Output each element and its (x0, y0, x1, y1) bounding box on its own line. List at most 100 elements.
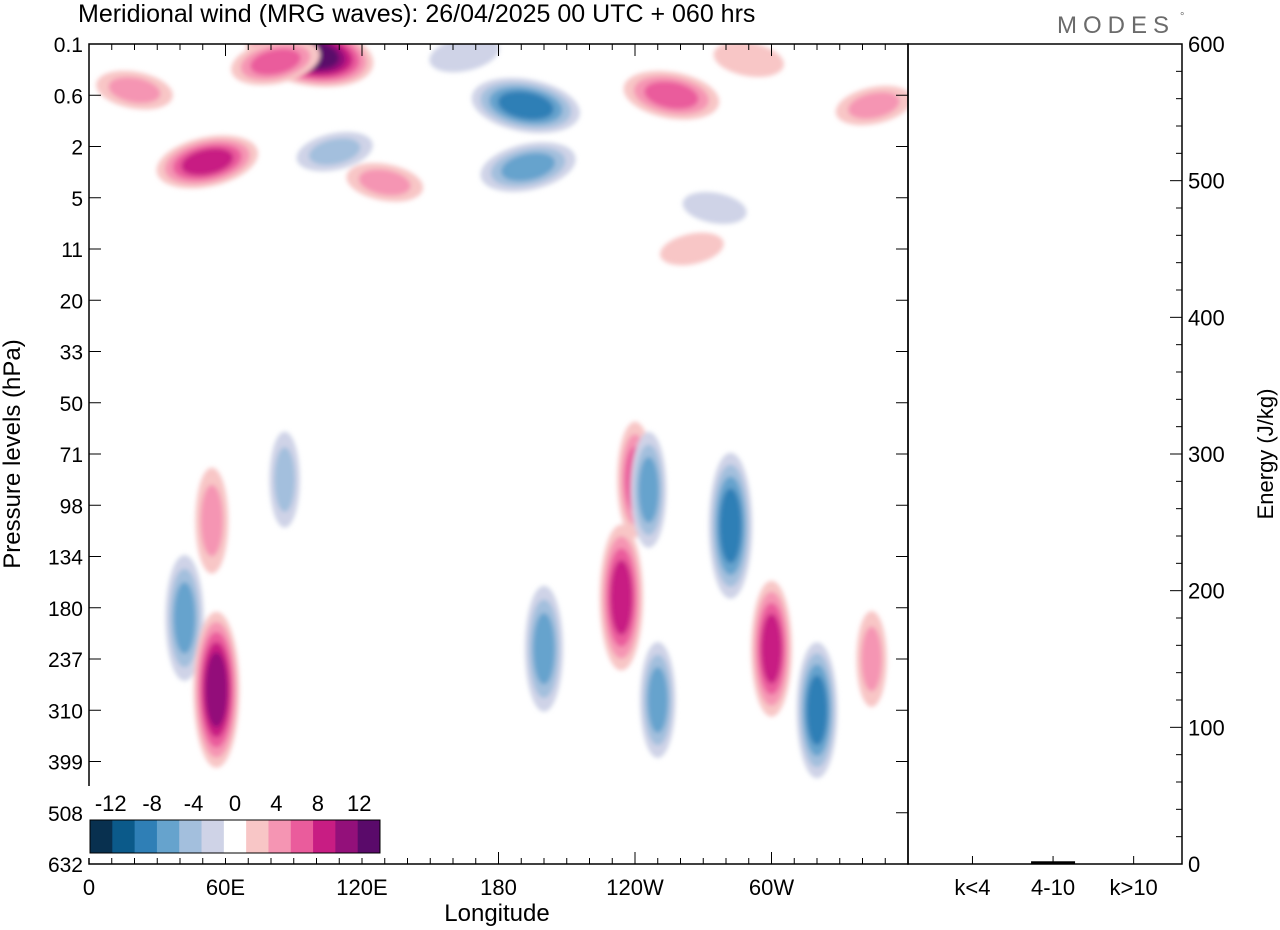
contour-level (848, 92, 900, 119)
contour-level (274, 447, 295, 513)
energy-category-label: k<4 (954, 875, 990, 900)
energy-category-label: 4-10 (1031, 875, 1075, 900)
contour-cell (471, 77, 580, 134)
contour-level (660, 232, 724, 266)
contour-cell (660, 232, 724, 266)
y-tick-label: 98 (60, 495, 83, 518)
contour-level (638, 457, 659, 523)
y-tick-label: 508 (48, 803, 83, 826)
colorbar-swatch (357, 820, 381, 853)
chart-title: Meridional wind (MRG waves): 26/04/2025 … (78, 0, 755, 28)
contour-cell (296, 131, 373, 172)
contour-cell (231, 44, 320, 86)
contour-level (682, 192, 747, 224)
energy-tick-label: 200 (1188, 579, 1225, 604)
y-tick-label: 33 (60, 342, 83, 365)
contour-level (761, 613, 782, 684)
x-axis: 0 60E 120E 180 120W 60W (83, 44, 909, 900)
x-tick-label: 180 (480, 875, 517, 900)
colorbar-frame (89, 819, 381, 854)
contour-level (250, 48, 301, 76)
contour-level (806, 675, 828, 746)
contour-level (647, 667, 668, 733)
contour-level (610, 560, 633, 635)
heatmap-field (96, 44, 908, 779)
contour-cell (856, 611, 887, 707)
energy-tick-label: 100 (1188, 715, 1225, 740)
contour-cell (639, 642, 676, 758)
energy-bar (1111, 864, 1156, 865)
energy-tick-label: 400 (1188, 305, 1225, 330)
contour-cell (708, 452, 753, 599)
contour-level (181, 148, 234, 176)
contour-level (358, 169, 411, 196)
colorbar-swatch (179, 820, 202, 853)
contour-cell (796, 642, 838, 779)
energy-axis-label: Energy (J/kg) (1253, 389, 1278, 520)
contour-level (861, 626, 882, 692)
y-tick-label: 399 (48, 752, 83, 775)
energy-category-label: k>10 (1109, 875, 1157, 900)
y-tick-label: 0.1 (54, 34, 83, 57)
contour-cell (156, 135, 259, 189)
contour-cell (346, 163, 424, 202)
contour-level (429, 44, 500, 73)
contour-cell (195, 467, 229, 574)
colorbar-swatch (112, 820, 136, 853)
contour-level (644, 81, 699, 110)
y-tick-label: 237 (48, 649, 83, 672)
energy-bar-chart: 0 100 200 300 400 500 600 k<4 4-10 k>10 (950, 32, 1225, 900)
energy-tick-label: 0 (1188, 852, 1200, 877)
y-tick-label: 71 (60, 444, 83, 467)
colorbar-label: 12 (347, 791, 371, 816)
energy-tick-label: 300 (1188, 442, 1225, 467)
x-tick-label: 60W (749, 875, 794, 900)
energy-tick-label: 500 (1188, 169, 1225, 194)
contour-cell (524, 585, 564, 712)
colorbar-label: 0 (229, 791, 241, 816)
contour-cell (682, 192, 747, 224)
brand-mark: ° (1180, 11, 1190, 23)
contour-cell (623, 70, 720, 120)
contour-cell (480, 142, 576, 192)
contour-cell (751, 580, 792, 717)
brand-logo: MODES ° (1057, 11, 1190, 39)
y-tick-label: 50 (60, 393, 83, 416)
x-tick-label: 120E (336, 875, 387, 900)
contour-level (108, 77, 161, 104)
colorbar-swatch (268, 820, 292, 853)
colorbar-swatch (201, 820, 225, 853)
y-tick-label: 180 (48, 598, 83, 621)
contour-cell (269, 431, 300, 528)
y-tick-label: 310 (48, 700, 83, 723)
colorbar: -12 -8 -4 0 4 8 12 (86, 786, 386, 858)
contour-level (533, 613, 555, 685)
contour-level (200, 484, 223, 557)
colorbar-label: -4 (184, 791, 204, 816)
y-tick-label: 134 (48, 547, 83, 570)
contour-level (719, 488, 742, 564)
colorbar-swatch (335, 820, 359, 853)
energy-tick-label: 600 (1188, 32, 1225, 57)
contour-cell (713, 44, 784, 78)
y-axis-label: Pressure levels (hPa) (0, 339, 26, 568)
contour-cell (630, 431, 667, 548)
x-tick-label: 0 (83, 875, 95, 900)
colorbar-swatch (223, 820, 247, 853)
colorbar-swatch (156, 820, 180, 853)
colorbar-label: -8 (142, 791, 162, 816)
contour-level (308, 138, 361, 165)
contour-level (173, 582, 196, 654)
colorbar-label: -12 (95, 791, 127, 816)
x-tick-label: 60E (206, 875, 245, 900)
y-tick-label: 5 (71, 188, 83, 211)
y-tick-label: 20 (60, 290, 83, 313)
x-axis-label: Longitude (444, 900, 549, 927)
colorbar-swatch (313, 820, 336, 853)
contour-cell (193, 611, 240, 768)
y-tick-label: 2 (71, 137, 83, 160)
contour-level (498, 91, 554, 120)
y-axis: 0.1 0.6 2 5 11 20 33 50 71 98 134 180 237 310 399 508 63… (48, 34, 908, 877)
y-tick-label: 0.6 (54, 85, 83, 108)
